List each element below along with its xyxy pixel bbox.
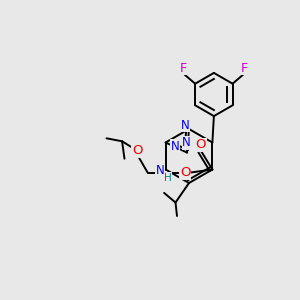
Text: H: H: [164, 173, 172, 183]
Text: O: O: [132, 144, 142, 158]
Text: O: O: [196, 138, 206, 152]
Text: N: N: [171, 140, 180, 153]
Text: N: N: [156, 164, 165, 178]
Text: N: N: [181, 119, 190, 132]
Text: N: N: [182, 136, 191, 149]
Text: F: F: [241, 61, 248, 75]
Text: F: F: [180, 61, 187, 75]
Text: O: O: [180, 166, 190, 179]
